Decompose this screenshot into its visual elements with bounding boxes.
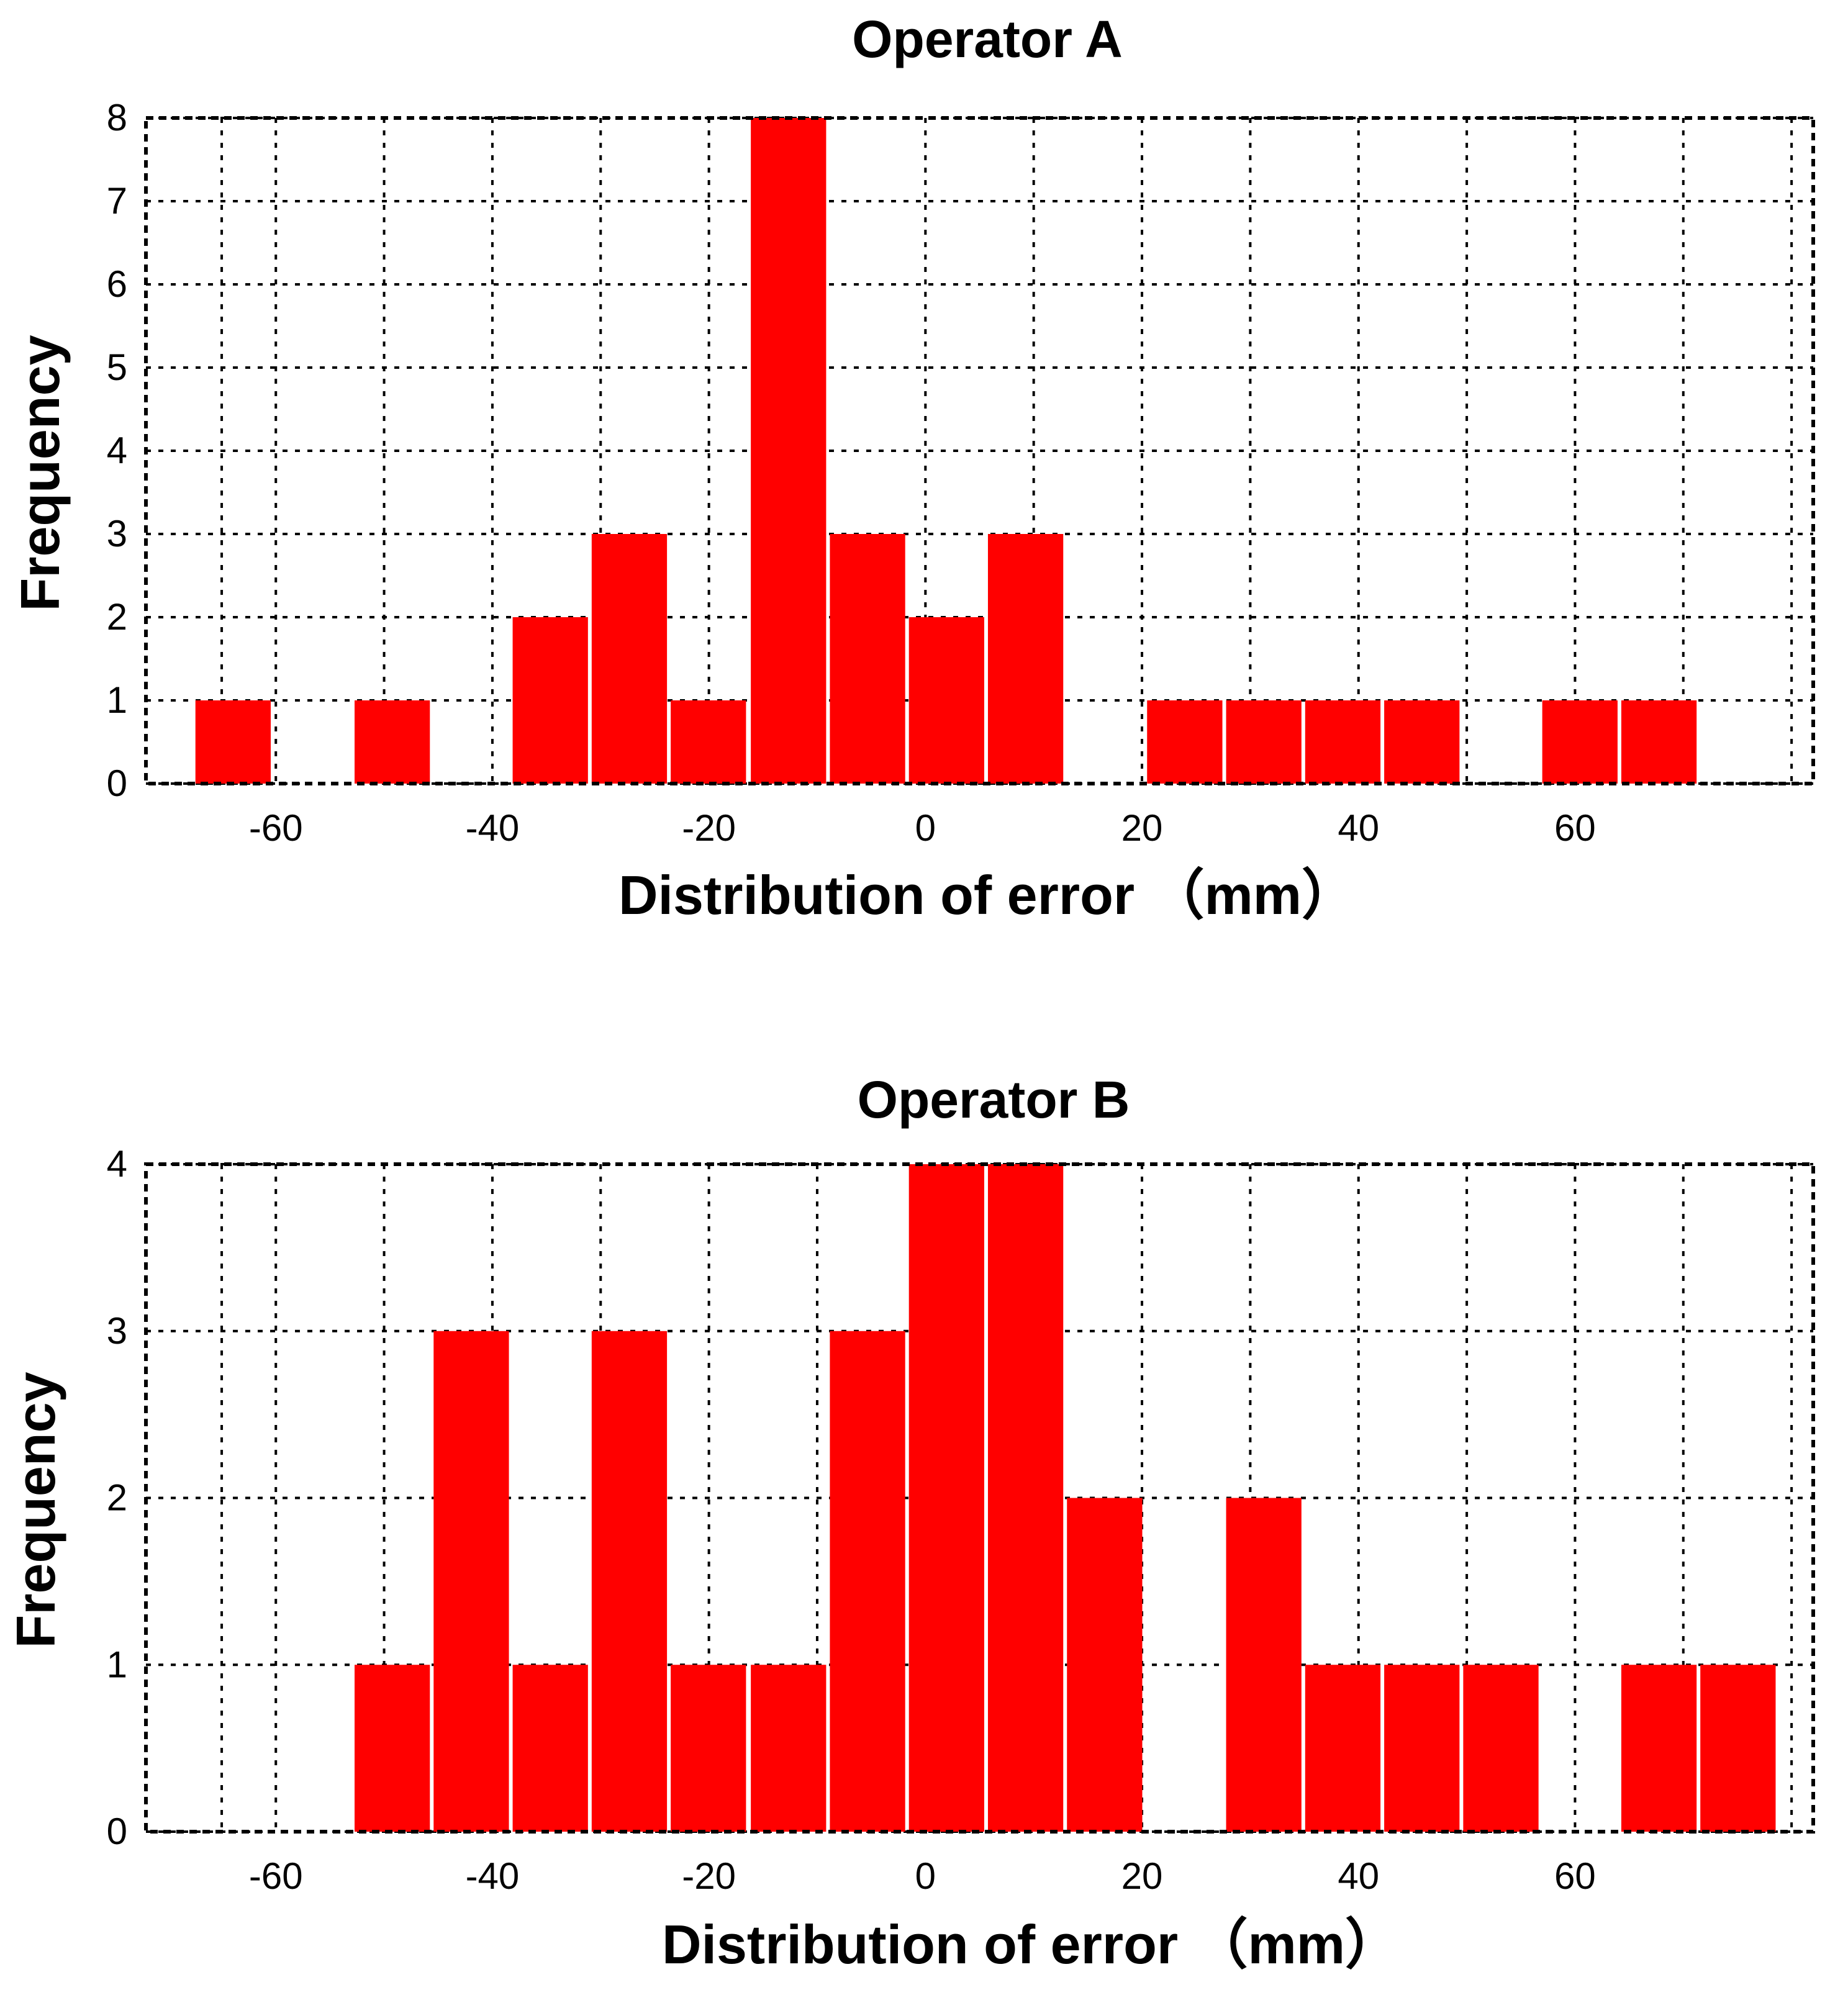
histogram-bar bbox=[751, 118, 827, 784]
histogram-bar bbox=[751, 1665, 827, 1832]
histogram-bar bbox=[1226, 1498, 1302, 1832]
histogram-bar bbox=[1305, 1665, 1381, 1832]
y-tick-label: 0 bbox=[107, 1811, 127, 1852]
x-tick-label: 0 bbox=[915, 1855, 936, 1897]
histogram-bar bbox=[1621, 1665, 1697, 1832]
histogram-bar bbox=[1067, 1498, 1143, 1832]
histogram-bar bbox=[1305, 700, 1381, 784]
plot-frame bbox=[144, 116, 1815, 785]
histogram-bar bbox=[671, 1665, 746, 1832]
x-tick-label: -40 bbox=[466, 807, 520, 849]
histogram-bar bbox=[1621, 700, 1697, 784]
x-tick-label: -20 bbox=[682, 807, 736, 849]
bars bbox=[355, 1164, 1776, 1832]
x-axis-label: Distribution of error （mm） bbox=[618, 864, 1356, 926]
y-tick-label: 3 bbox=[107, 1310, 127, 1352]
histogram-bar bbox=[1463, 1665, 1539, 1832]
histogram-bar bbox=[512, 617, 588, 784]
histogram-bar bbox=[1700, 1665, 1776, 1832]
histogram-bar bbox=[1226, 700, 1302, 784]
y-tick-labels: 0 1 2 3 4 5 6 7 8 bbox=[107, 97, 127, 804]
x-tick-label: -40 bbox=[466, 1855, 520, 1897]
x-tick-labels: -60 -40 -20 0 20 40 60 bbox=[249, 807, 1596, 849]
chart-title: Operator B bbox=[858, 1070, 1130, 1129]
histogram-bar bbox=[1384, 700, 1460, 784]
histogram-bar bbox=[1384, 1665, 1460, 1832]
x-tick-label: -60 bbox=[249, 1855, 303, 1897]
y-tick-label: 5 bbox=[107, 346, 127, 388]
y-tick-label: 3 bbox=[107, 513, 127, 554]
y-tick-label: 1 bbox=[107, 679, 127, 721]
histogram-bar bbox=[671, 700, 746, 784]
y-tick-labels: 0 1 2 3 4 bbox=[107, 1143, 127, 1852]
x-tick-labels: -60 -40 -20 0 20 40 60 bbox=[249, 1855, 1596, 1897]
histogram-bar bbox=[830, 1331, 905, 1832]
histogram-bar bbox=[591, 1331, 668, 1832]
operator-b-chart: Operator B -60 -40 -20 0 20 40 60 0 1 2 3 4 Distri… bbox=[5, 1070, 1815, 1975]
operator-a-chart: Operator A -60 -40 -20 0 20 40 60 0 1 2 3 4 5 6 7 8 Di… bbox=[9, 10, 1815, 926]
x-axis-label: Distribution of error （mm） bbox=[662, 1914, 1400, 1975]
histogram-bar bbox=[591, 534, 668, 784]
x-tick-label: 60 bbox=[1554, 807, 1596, 849]
histogram-bar bbox=[433, 1331, 509, 1832]
x-tick-label: 20 bbox=[1121, 1855, 1163, 1897]
y-tick-label: 7 bbox=[107, 180, 127, 222]
histogram-bar bbox=[830, 534, 905, 784]
y-tick-label: 2 bbox=[107, 596, 127, 638]
histogram-bar bbox=[908, 1164, 984, 1832]
histogram-bar bbox=[512, 1665, 588, 1832]
x-tick-label: -20 bbox=[682, 1855, 736, 1897]
histogram-bar bbox=[908, 617, 984, 784]
y-tick-label: 2 bbox=[107, 1477, 127, 1519]
x-tick-label: 0 bbox=[915, 807, 936, 849]
y-tick-label: 4 bbox=[107, 430, 127, 471]
histogram-bar bbox=[355, 1665, 430, 1832]
y-tick-label: 6 bbox=[107, 263, 127, 305]
x-tick-label: 60 bbox=[1554, 1855, 1596, 1897]
chart-title: Operator A bbox=[852, 10, 1123, 68]
histogram-bar bbox=[1147, 700, 1223, 784]
histogram-bar bbox=[355, 700, 430, 784]
histogram-bar bbox=[1542, 700, 1618, 784]
histogram-bar bbox=[987, 534, 1064, 784]
x-tick-label: -60 bbox=[249, 807, 303, 849]
y-tick-label: 8 bbox=[107, 97, 127, 138]
y-tick-label: 4 bbox=[107, 1143, 127, 1185]
x-tick-label: 20 bbox=[1121, 807, 1163, 849]
y-tick-label: 1 bbox=[107, 1644, 127, 1685]
y-tick-label: 0 bbox=[107, 762, 127, 804]
y-axis-label: Frequency bbox=[5, 1372, 66, 1648]
histogram-bar bbox=[987, 1164, 1064, 1832]
plot-frame bbox=[144, 1162, 1815, 1834]
x-tick-label: 40 bbox=[1338, 807, 1379, 849]
histogram-bar bbox=[195, 700, 271, 784]
y-axis-label: Frequency bbox=[9, 335, 71, 611]
x-tick-label: 40 bbox=[1338, 1855, 1379, 1897]
bars bbox=[195, 118, 1697, 784]
